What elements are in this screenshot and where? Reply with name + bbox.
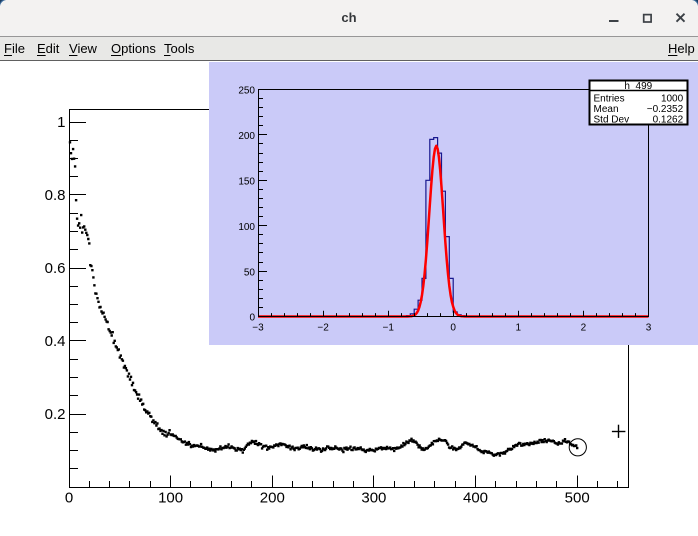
svg-text:1: 1 bbox=[516, 323, 522, 334]
svg-text:300: 300 bbox=[361, 490, 386, 507]
svg-text:500: 500 bbox=[565, 490, 590, 507]
svg-text:−1: −1 bbox=[382, 323, 394, 334]
svg-text:0.8: 0.8 bbox=[45, 187, 66, 204]
svg-text:0: 0 bbox=[450, 323, 456, 334]
svg-text:250: 250 bbox=[238, 86, 255, 97]
svg-text:0.1262: 0.1262 bbox=[653, 114, 684, 125]
svg-text:0.2: 0.2 bbox=[45, 406, 66, 423]
svg-text:100: 100 bbox=[238, 222, 255, 233]
svg-text:200: 200 bbox=[260, 490, 285, 507]
svg-text:1: 1 bbox=[57, 114, 65, 131]
svg-text:100: 100 bbox=[158, 490, 183, 507]
svg-text:Entries: Entries bbox=[594, 94, 625, 105]
svg-text:h 499: h 499 bbox=[624, 81, 652, 92]
svg-text:−2: −2 bbox=[317, 323, 329, 334]
svg-text:0: 0 bbox=[65, 490, 73, 507]
svg-text:2: 2 bbox=[581, 323, 587, 334]
svg-text:150: 150 bbox=[238, 177, 255, 188]
svg-text:50: 50 bbox=[244, 267, 256, 278]
svg-text:0.4: 0.4 bbox=[45, 333, 66, 350]
svg-text:0.6: 0.6 bbox=[45, 260, 66, 277]
svg-text:Mean: Mean bbox=[594, 104, 619, 115]
svg-text:Std Dev: Std Dev bbox=[594, 114, 630, 125]
svg-text:1000: 1000 bbox=[661, 94, 684, 105]
svg-text:−0.2352: −0.2352 bbox=[647, 104, 684, 115]
svg-text:3: 3 bbox=[646, 323, 652, 334]
svg-text:0: 0 bbox=[249, 313, 255, 324]
svg-text:400: 400 bbox=[463, 490, 488, 507]
svg-text:200: 200 bbox=[238, 131, 255, 142]
svg-text:−3: −3 bbox=[252, 323, 264, 334]
